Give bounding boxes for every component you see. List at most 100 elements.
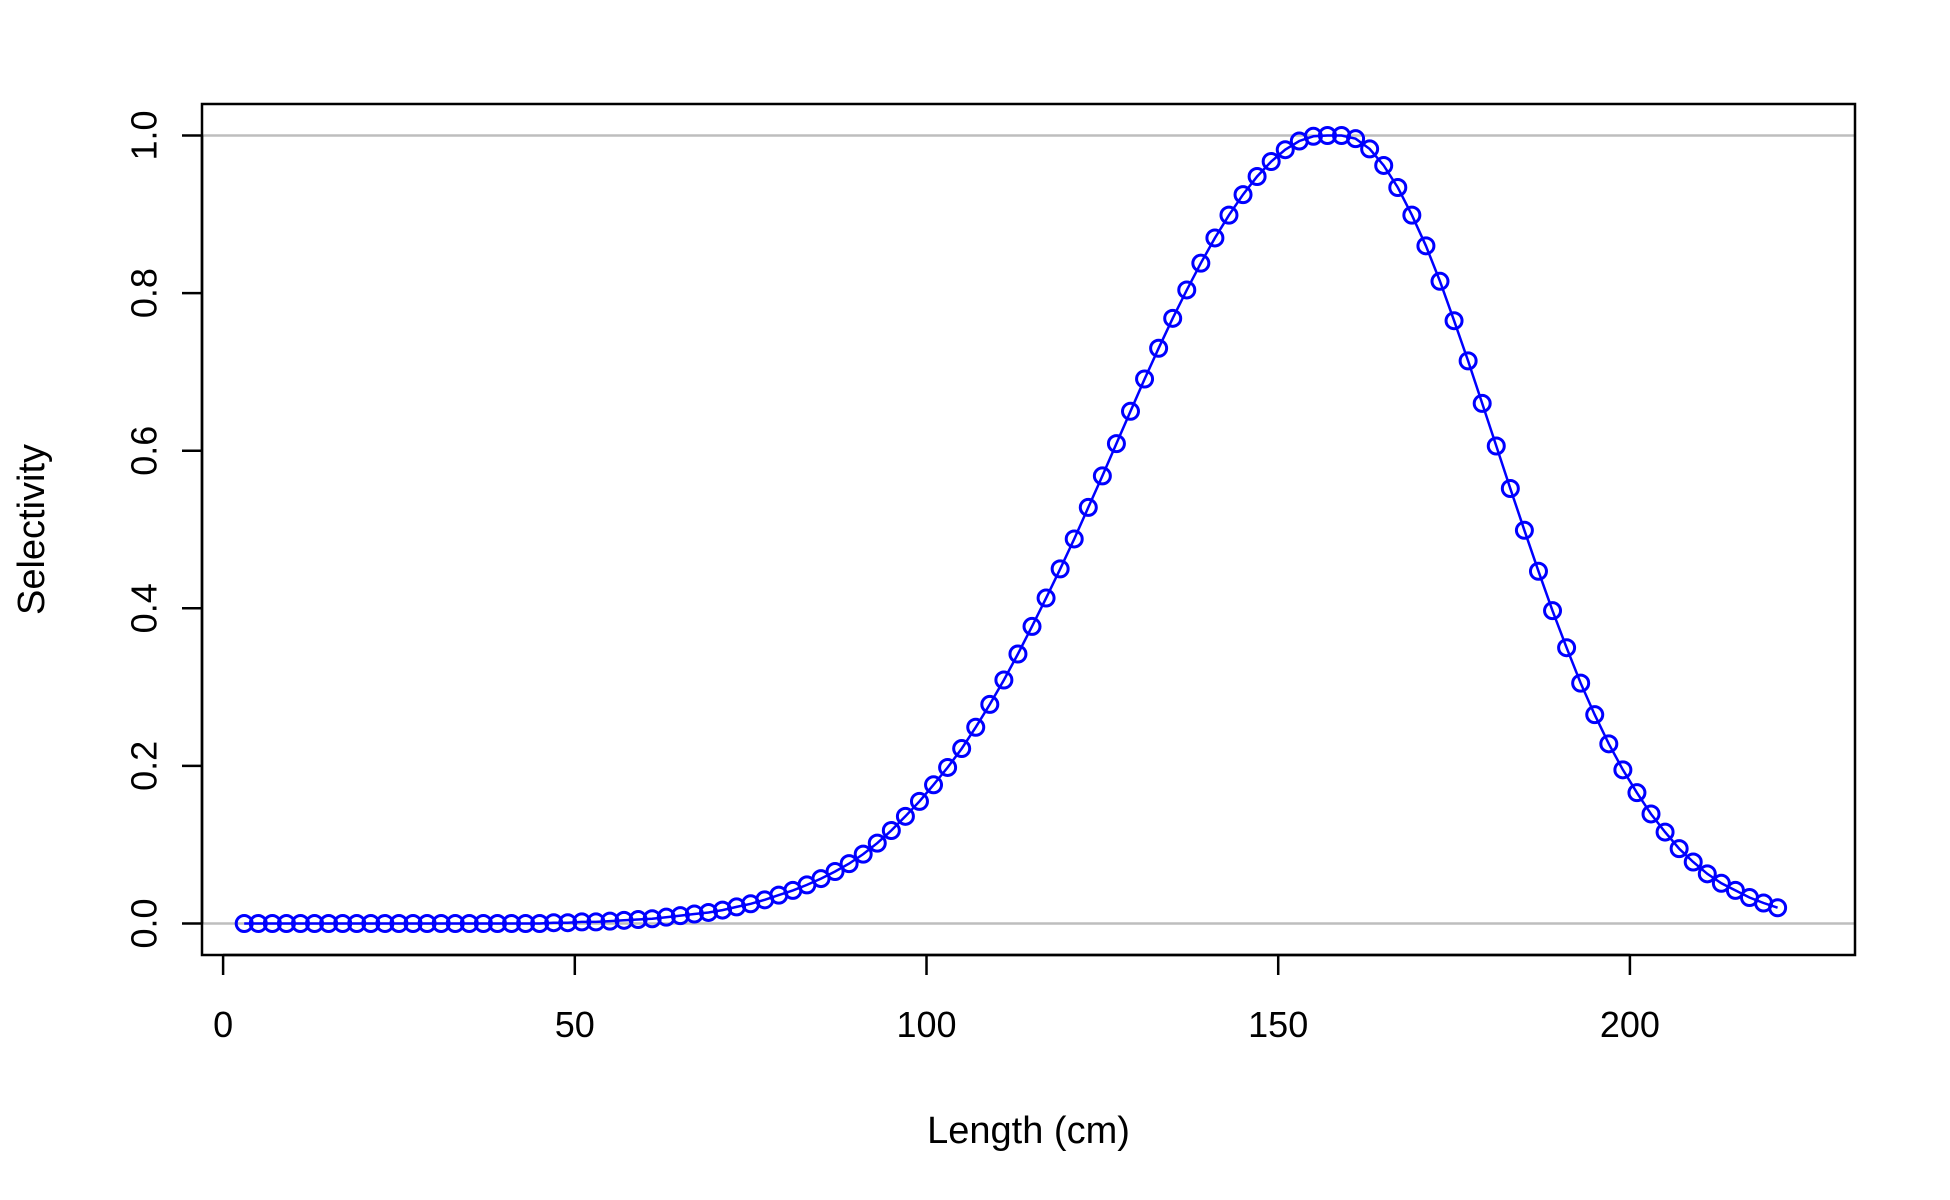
data-point <box>1641 804 1661 824</box>
data-point <box>1585 705 1605 725</box>
data-point <box>319 913 339 933</box>
data-point <box>1416 236 1436 256</box>
data-point <box>1317 126 1337 146</box>
data-point <box>501 913 521 933</box>
data-point <box>1106 434 1126 454</box>
data-point <box>1275 140 1295 160</box>
data-point <box>1669 839 1689 859</box>
data-point <box>1697 864 1717 884</box>
data-point <box>487 913 507 933</box>
data-point <box>558 913 578 933</box>
data-point <box>403 913 423 933</box>
y-tick-label: 0.6 <box>124 426 165 476</box>
data-point <box>1402 205 1422 225</box>
data-point <box>938 757 958 777</box>
data-point <box>1444 311 1464 331</box>
data-point <box>952 739 972 759</box>
data-point <box>966 717 986 737</box>
data-point <box>1571 673 1591 693</box>
x-tick-label: 150 <box>1248 1004 1308 1045</box>
data-point <box>642 909 662 929</box>
data-point <box>1768 898 1788 918</box>
data-point <box>305 913 325 933</box>
data-point <box>1149 338 1169 358</box>
data-point <box>1163 308 1183 328</box>
data-point <box>389 913 409 933</box>
x-tick-label: 100 <box>896 1004 956 1045</box>
data-point <box>980 694 1000 714</box>
data-point <box>628 910 648 930</box>
data-point <box>1627 783 1647 803</box>
y-tick-label: 0.2 <box>124 741 165 791</box>
x-tick-label: 200 <box>1600 1004 1660 1045</box>
data-point <box>1191 253 1211 273</box>
data-point <box>1360 139 1380 159</box>
data-point <box>1219 205 1239 225</box>
data-point <box>1613 760 1633 780</box>
data-point <box>1036 588 1056 608</box>
data-point <box>895 806 915 826</box>
data-point <box>656 907 676 927</box>
data-point <box>333 913 353 933</box>
y-axis-title: Selectivity <box>11 444 53 615</box>
data-point <box>417 913 437 933</box>
data-point <box>1078 497 1098 517</box>
data-point <box>1346 129 1366 149</box>
data-point <box>600 911 620 931</box>
y-tick-label: 0.4 <box>124 583 165 633</box>
data-point <box>994 670 1014 690</box>
data-point <box>375 913 395 933</box>
data-point <box>572 912 592 932</box>
data-point <box>516 913 536 933</box>
data-point <box>867 833 887 853</box>
data-point <box>347 913 367 933</box>
data-point <box>544 913 564 933</box>
y-tick-label: 1.0 <box>124 110 165 160</box>
data-point <box>1388 178 1408 198</box>
data-point <box>1374 155 1394 175</box>
data-point <box>1458 351 1478 371</box>
data-point <box>909 791 929 811</box>
y-axis: 0.0 0.2 0.4 0.6 0.8 1.0 <box>124 110 204 949</box>
data-point <box>431 913 451 933</box>
data-point <box>290 913 310 933</box>
data-point <box>1599 734 1619 754</box>
data-point <box>445 913 465 933</box>
data-point <box>234 913 254 933</box>
data-point <box>614 910 634 930</box>
data-point <box>1500 479 1520 499</box>
data-point <box>586 912 606 932</box>
data-point <box>1261 152 1281 172</box>
data-point <box>276 913 296 933</box>
data-point <box>684 904 704 924</box>
data-point <box>1683 852 1703 872</box>
data-point <box>924 775 944 795</box>
series-layer <box>234 126 1788 933</box>
data-point <box>262 913 282 933</box>
data-point <box>839 854 859 874</box>
data-point <box>1514 520 1534 540</box>
data-point <box>1120 401 1140 421</box>
data-point <box>248 913 268 933</box>
data-point <box>1472 393 1492 413</box>
data-point <box>1177 280 1197 300</box>
data-point <box>853 844 873 864</box>
data-point <box>1543 601 1563 621</box>
data-point <box>1233 185 1253 205</box>
plot-frame <box>200 102 1857 957</box>
data-point <box>1008 644 1028 664</box>
data-point <box>1022 616 1042 636</box>
y-tick-label: 0.0 <box>124 898 165 948</box>
data-point <box>1050 559 1070 579</box>
data-point <box>530 913 550 933</box>
data-point <box>1092 466 1112 486</box>
x-axis-title: Length (cm) <box>927 1110 1130 1152</box>
x-axis: 0 50 100 150 200 <box>213 953 1660 1045</box>
data-point <box>1655 822 1675 842</box>
data-point <box>825 861 845 881</box>
data-point <box>1135 369 1155 389</box>
data-point <box>1064 529 1084 549</box>
data-point <box>1247 166 1267 186</box>
reference-lines <box>202 134 1855 925</box>
